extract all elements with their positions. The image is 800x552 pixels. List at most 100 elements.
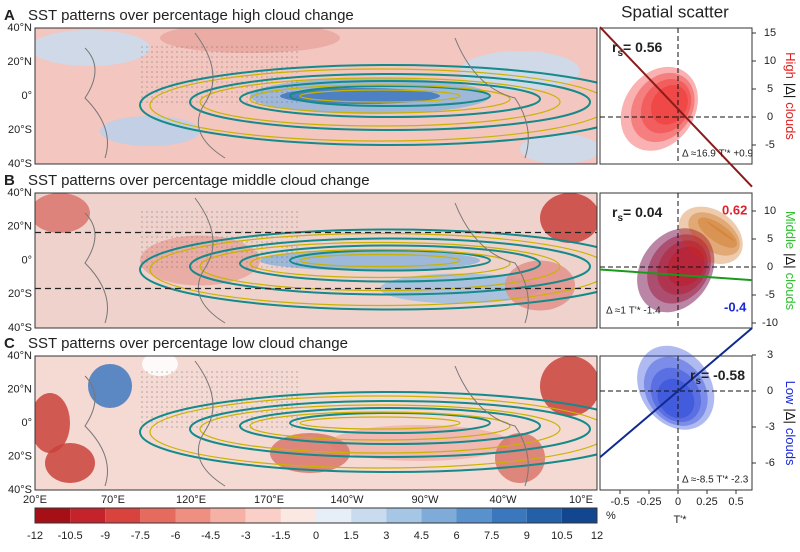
colorbar-cell xyxy=(210,508,246,523)
contour-teal xyxy=(139,64,597,146)
shading xyxy=(35,393,70,453)
extra-label: -0.4 xyxy=(724,299,747,314)
map xyxy=(35,356,597,490)
side-label-part: |Δ| xyxy=(783,253,798,268)
lon-label: 20°E xyxy=(23,494,47,506)
colorbar-cell xyxy=(35,508,71,523)
contour-yellow xyxy=(199,77,561,127)
stippling xyxy=(140,371,300,431)
shading xyxy=(520,134,597,164)
fit-line xyxy=(599,268,753,282)
contour-yellow xyxy=(249,411,511,441)
scatter-panel: 15 10 5 0 -5 rs= 0.56 Δ ≈16.9 T'* +0.9 High |Δ| c… xyxy=(599,26,798,188)
contour-teal xyxy=(289,85,491,107)
side-label: Low |Δ| clouds xyxy=(783,381,798,466)
lat-label: 20°S xyxy=(8,288,32,300)
side-label-part: |Δ| xyxy=(783,408,798,423)
colorbar-cell xyxy=(421,508,457,523)
shading xyxy=(142,356,178,376)
colorbar-cell xyxy=(386,508,422,523)
y-tick-label: -6 xyxy=(765,457,775,469)
colorbar-tick: -4.5 xyxy=(201,530,220,542)
fit-line xyxy=(599,26,753,188)
point-cloud xyxy=(647,234,711,304)
contour-teal xyxy=(239,244,541,283)
point-cloud xyxy=(678,206,743,264)
lat-label: 40°S xyxy=(8,484,32,496)
y-tick-label: -10 xyxy=(762,317,778,329)
colorbar-tick: 12 xyxy=(591,530,603,542)
point-cloud xyxy=(657,378,695,419)
lat-label: 0° xyxy=(21,254,32,266)
contour-teal xyxy=(239,407,541,445)
scatter-frame xyxy=(599,27,753,165)
scatter-title: Spatial scatter xyxy=(621,2,729,21)
point-cloud xyxy=(688,212,740,256)
contour-yellow xyxy=(199,241,561,292)
lon-label: 90°W xyxy=(411,494,439,506)
y-tick-label: 5 xyxy=(767,233,773,245)
colorbar-cell xyxy=(561,508,597,523)
fit-text: Δ ≈-8.5 T'* -2.3 xyxy=(682,475,749,486)
lat-label: 0° xyxy=(21,90,32,102)
contour-yellow xyxy=(149,68,597,142)
contour-yellow xyxy=(249,248,511,279)
shading xyxy=(35,30,150,66)
map-frame xyxy=(34,355,598,491)
colorbar-cell xyxy=(105,508,141,523)
point-cloud xyxy=(657,240,708,295)
colorbar-cell xyxy=(245,508,281,523)
shading xyxy=(45,443,95,483)
contour-yellow xyxy=(299,89,461,103)
rs-part: s xyxy=(617,48,623,59)
rs-part: = -0.58 xyxy=(701,367,745,383)
point-cloud xyxy=(647,234,711,304)
map-frame xyxy=(34,27,598,165)
colorbar-tick: 9 xyxy=(524,530,530,542)
point-cloud xyxy=(637,228,715,313)
y-tick-label: 0 xyxy=(767,111,773,123)
lon-label: 40°W xyxy=(489,494,517,506)
panel-label: A xyxy=(4,7,15,24)
lon-label: 70°E xyxy=(101,494,125,506)
point-cloud xyxy=(706,221,735,242)
rs-part: r xyxy=(690,367,696,383)
scatter-panel: 3 0 -3 -6 rs= -0.58 Δ ≈-8.5 T'* -2.3 Low |Δ| clo… xyxy=(599,327,798,491)
panel-label: B xyxy=(4,172,15,189)
stippling xyxy=(140,208,300,268)
colorbar-frame xyxy=(34,507,598,524)
shading xyxy=(540,193,597,243)
rs-part: = 0.04 xyxy=(623,204,663,220)
map xyxy=(35,28,597,164)
x-axis-label: T'* xyxy=(673,514,687,526)
colorbar-cell xyxy=(351,508,387,523)
lon-label: 140°W xyxy=(330,494,364,506)
lon-label: 170°E xyxy=(254,494,284,506)
y-tick-label: -3 xyxy=(765,421,775,433)
colorbar-tick: -12 xyxy=(27,530,43,542)
rs-label: rs= 0.04 xyxy=(612,204,663,224)
lat-label: 40°N xyxy=(7,22,32,34)
lat-label: 20°S xyxy=(8,124,32,136)
x-tick-label: 0.5 xyxy=(728,496,743,508)
colorbar-tick: -9 xyxy=(100,530,110,542)
lon-label: 120°E xyxy=(176,494,206,506)
side-label-part: Middle xyxy=(783,211,798,249)
lat-label: 20°S xyxy=(8,450,32,462)
contour-teal xyxy=(189,237,591,296)
contour-teal xyxy=(289,249,491,272)
contour-yellow xyxy=(299,253,461,268)
colorbar-cell xyxy=(316,508,352,523)
coastline xyxy=(84,360,529,487)
contour-yellow xyxy=(249,84,511,114)
colorbar-tick: 1.5 xyxy=(343,530,358,542)
contour-yellow xyxy=(299,416,461,430)
contour-yellow xyxy=(149,232,597,307)
colorbar-cell xyxy=(491,508,527,523)
panel-title: SST patterns over percentage low cloud c… xyxy=(28,335,348,352)
colorbar-cell xyxy=(456,508,492,523)
y-tick-label: 15 xyxy=(764,27,776,39)
y-tick-label: -5 xyxy=(765,139,775,151)
rs-part: r xyxy=(612,204,618,220)
point-cloud xyxy=(640,79,692,134)
